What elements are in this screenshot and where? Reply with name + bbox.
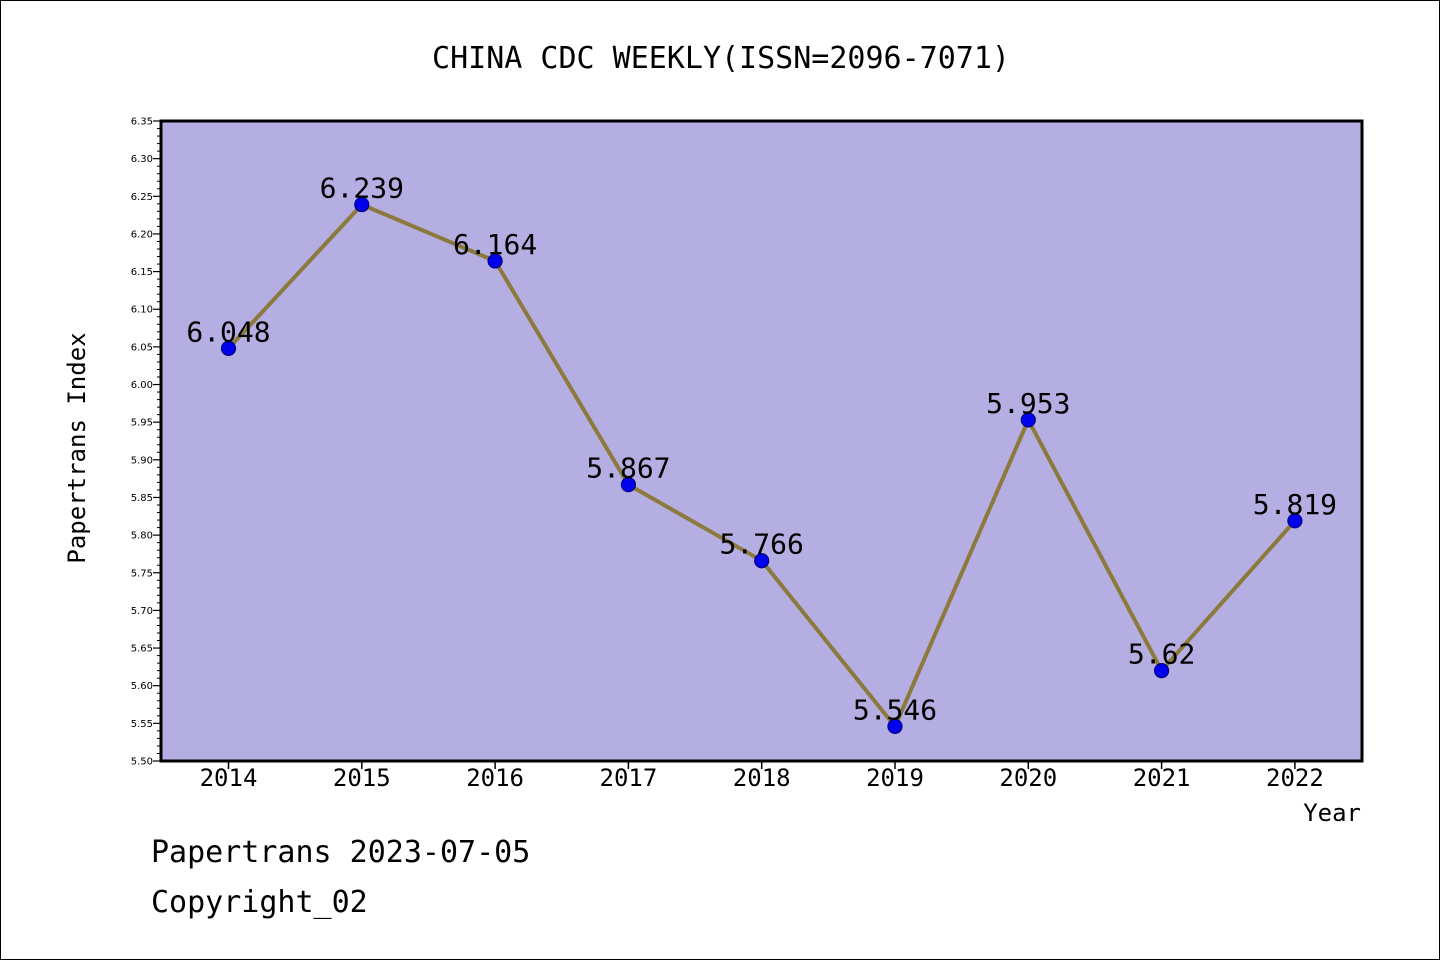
footer-copyright: Copyright_02	[151, 885, 368, 920]
plot-area	[161, 121, 1362, 761]
y-tick-label: 5.85	[131, 493, 153, 504]
y-tick-label: 5.95	[131, 418, 153, 429]
y-tick-label: 6.10	[131, 305, 153, 316]
data-point	[1020, 412, 1036, 428]
x-axis: 2014 2015 2016 2017 2018 2019 2020 2021 2022	[200, 761, 1324, 792]
data-point	[887, 718, 903, 734]
data-label: 6.164	[453, 228, 537, 261]
y-tick-label: 5.50	[131, 757, 153, 768]
data-label: 5.867	[586, 452, 670, 485]
x-tick-label: 2019	[866, 764, 924, 792]
data-label: 5.953	[986, 387, 1070, 420]
data-point	[1287, 513, 1303, 529]
y-tick-label: 5.75	[131, 568, 153, 579]
y-tick-label: 5.90	[131, 455, 153, 466]
data-label: 6.239	[320, 172, 404, 205]
y-axis: 5.50 5.55 5.60 5.65 5.70 5.75 5.80 5.85 5.90 5.95…	[131, 117, 161, 768]
data-labels: 6.048 6.239 6.164 5.867 5.766 5.546 5.953 5.62 5…	[186, 172, 1337, 727]
data-point	[487, 253, 503, 269]
x-tick-label: 2014	[200, 764, 258, 792]
data-points	[220, 196, 1303, 734]
x-tick-label: 2016	[466, 764, 524, 792]
data-label: 5.546	[853, 693, 937, 726]
y-tick-label: 6.30	[131, 154, 153, 165]
x-axis-label: Year	[1303, 799, 1361, 827]
y-tick-label: 5.55	[131, 719, 153, 730]
data-label: 5.819	[1253, 488, 1337, 521]
y-tick-label: 5.65	[131, 644, 153, 655]
data-point	[620, 477, 637, 493]
x-tick-label: 2021	[1133, 764, 1191, 792]
footer-date: Papertrans 2023-07-05	[151, 835, 531, 870]
y-tick-label: 6.00	[131, 380, 153, 391]
y-tick-label: 6.05	[131, 342, 153, 353]
y-tick-label: 6.25	[131, 192, 153, 203]
plot-border	[159, 119, 1364, 763]
data-point	[354, 196, 370, 213]
x-tick-label: 2020	[999, 764, 1057, 792]
data-point	[754, 553, 770, 569]
x-tick-label: 2015	[333, 764, 391, 792]
y-tick-label: 6.15	[131, 267, 153, 278]
x-tick-label: 2022	[1266, 764, 1324, 792]
data-point	[220, 340, 237, 356]
chart-title: CHINA CDC WEEKLY(ISSN=2096-7071)	[432, 41, 1010, 76]
x-tick-label: 2017	[600, 764, 658, 792]
data-label: 6.048	[186, 315, 270, 348]
data-point	[1153, 663, 1170, 679]
y-tick-label: 5.60	[131, 681, 153, 692]
y-axis-label: Papertrans Index	[63, 332, 91, 563]
y-tick-label: 6.20	[131, 229, 153, 240]
y-tick-label: 6.35	[131, 117, 153, 128]
data-label: 5.766	[720, 528, 804, 561]
y-tick-label: 5.70	[131, 606, 153, 617]
y-tick-label: 5.80	[131, 531, 153, 542]
data-label: 5.62	[1128, 638, 1195, 671]
x-tick-label: 2018	[733, 764, 791, 792]
